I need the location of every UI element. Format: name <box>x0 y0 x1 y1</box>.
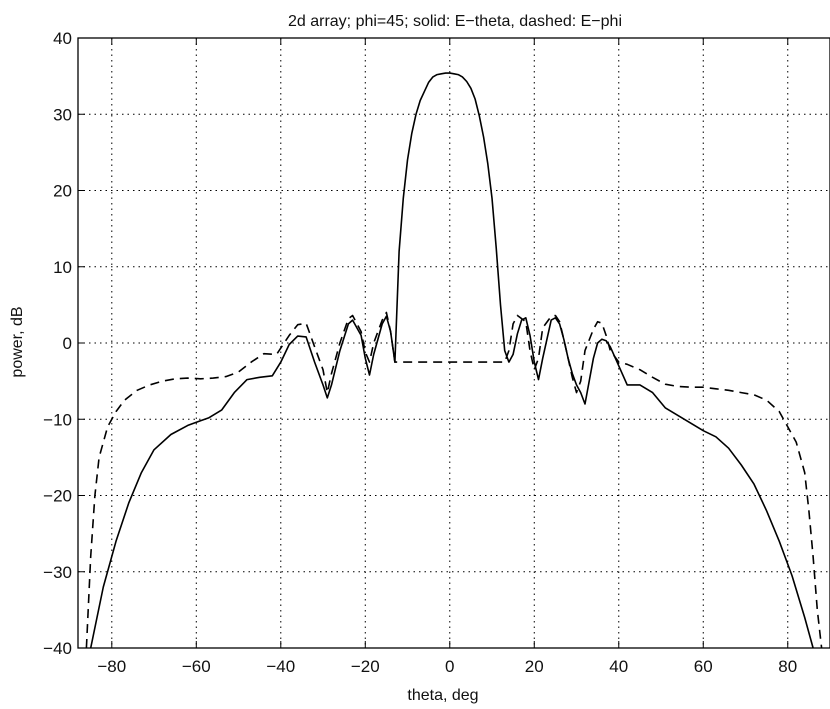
x-tick-label: −60 <box>182 657 211 676</box>
x-tick-label: 0 <box>445 657 454 676</box>
x-tick-label: 60 <box>694 657 713 676</box>
x-tick-label: −20 <box>351 657 380 676</box>
x-tick-label: 40 <box>609 657 628 676</box>
y-tick-label: −20 <box>43 487 72 506</box>
x-axis-label: theta, deg <box>407 687 478 704</box>
x-tick-labels: −80 −60 −40 −20 0 20 40 60 80 <box>97 657 797 676</box>
y-tick-label: 0 <box>63 334 72 353</box>
y-tick-label: 10 <box>53 258 72 277</box>
series-group <box>85 72 823 649</box>
y-tick-label: 20 <box>53 182 72 201</box>
y-tick-label: 40 <box>53 29 72 48</box>
y-tick-labels: −40 −30 −20 −10 0 10 20 30 40 <box>43 29 72 658</box>
y-tick-label: −30 <box>43 563 72 582</box>
chart-title: 2d array; phi=45; solid: E−theta, dashed… <box>288 13 622 30</box>
y-tick-label: −10 <box>43 410 72 429</box>
tick-marks <box>78 37 789 649</box>
y-axis-label: power, dB <box>9 306 26 377</box>
y-tick-label: 30 <box>53 105 72 124</box>
x-tick-label: 80 <box>778 657 797 676</box>
series-line-solid <box>89 72 814 649</box>
grid-lines <box>78 38 830 648</box>
y-tick-label: −40 <box>43 639 72 658</box>
x-tick-label: 20 <box>525 657 544 676</box>
series-line-dashed <box>85 311 823 649</box>
x-tick-label: −40 <box>266 657 295 676</box>
x-tick-label: −80 <box>97 657 126 676</box>
